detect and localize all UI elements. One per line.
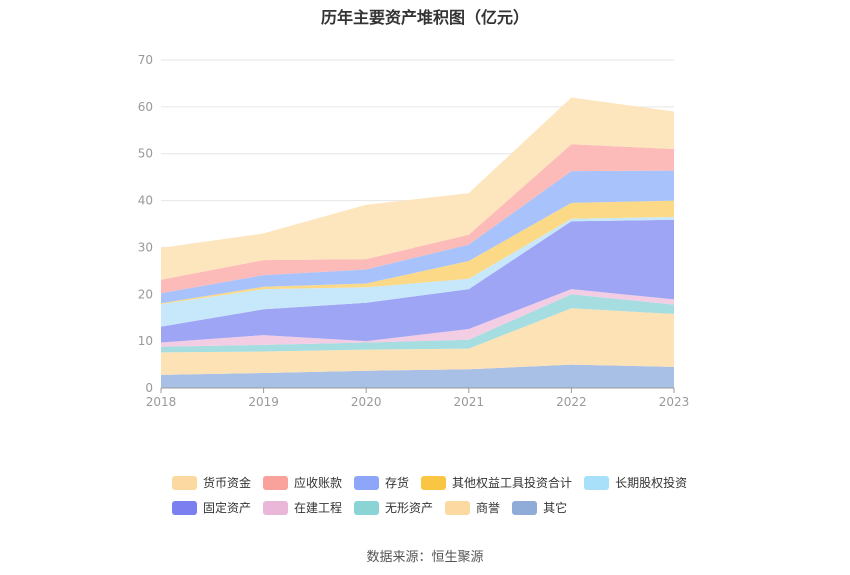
legend-item[interactable]: 长期股权投资 — [584, 474, 687, 491]
legend-item[interactable]: 在建工程 — [263, 499, 342, 516]
x-tick-label: 2022 — [556, 395, 587, 409]
legend-item[interactable]: 存货 — [354, 474, 409, 491]
legend-row: 固定资产 在建工程 无形资产 商誉 其它 — [172, 495, 712, 520]
area-series — [161, 144, 674, 294]
y-tick-label: 50 — [138, 147, 153, 161]
legend-label: 其它 — [543, 501, 568, 515]
legend-label: 商誉 — [476, 501, 501, 515]
legend-label: 其他权益工具投资合计 — [452, 476, 573, 490]
area-series — [161, 97, 674, 280]
x-tick-label: 2019 — [248, 395, 279, 409]
legend-swatch — [354, 500, 380, 515]
area-series — [161, 294, 674, 353]
legend-swatch — [172, 500, 197, 515]
y-tick-label: 70 — [138, 53, 153, 67]
area-series — [161, 200, 674, 305]
area-series — [161, 219, 674, 343]
area-series — [161, 364, 674, 388]
y-tick-label: 40 — [138, 194, 153, 208]
legend-label: 存货 — [385, 476, 410, 490]
legend-item[interactable]: 其它 — [512, 499, 567, 516]
y-tick-label: 60 — [138, 100, 153, 114]
legend-item[interactable]: 无形资产 — [354, 499, 433, 516]
legend-swatch — [263, 500, 289, 515]
area-series — [161, 289, 674, 347]
legend-label: 在建工程 — [294, 501, 343, 515]
legend-swatch — [354, 475, 380, 490]
legend-label: 货币资金 — [203, 476, 252, 490]
legend-swatch — [445, 500, 471, 515]
x-tick-label: 2020 — [351, 395, 382, 409]
stacked-area-chart: 0 10 20 30 40 50 60 70 2018 2019 2020 2021 2022 2023 — [138, 53, 690, 409]
legend-swatch — [421, 475, 447, 490]
area-series — [161, 308, 674, 375]
legend-label: 无形资产 — [385, 501, 434, 515]
y-tick-label: 10 — [138, 334, 153, 348]
area-series — [161, 170, 674, 304]
y-tick-label: 0 — [145, 381, 153, 395]
legend-label: 长期股权投资 — [615, 476, 688, 490]
legend-swatch — [512, 500, 538, 515]
area-series-layer — [161, 97, 674, 388]
area-series — [161, 217, 674, 327]
legend-item[interactable]: 应收账款 — [263, 474, 342, 491]
legend-item[interactable]: 固定资产 — [172, 499, 251, 516]
legend-swatch — [584, 475, 610, 490]
x-tick-label: 2021 — [454, 395, 485, 409]
legend-swatch — [172, 475, 197, 490]
y-tick-label: 20 — [138, 287, 153, 301]
x-tick-label: 2023 — [659, 395, 690, 409]
legend-item[interactable]: 其他权益工具投资合计 — [421, 474, 572, 491]
data-source: 数据来源：恒生聚源 — [366, 550, 484, 565]
legend-swatch — [263, 475, 289, 490]
chart-title: 历年主要资产堆积图（亿元） — [320, 8, 529, 27]
legend: 货币资金 应收账款 存货 其他权益工具投资合计 长期股权投资 固定资产 在建工程 无形资产 商… — [172, 470, 712, 520]
legend-item[interactable]: 商誉 — [445, 499, 500, 516]
legend-item[interactable]: 货币资金 — [172, 474, 251, 491]
legend-label: 固定资产 — [203, 501, 252, 515]
legend-label: 应收账款 — [294, 476, 343, 490]
legend-row: 货币资金 应收账款 存货 其他权益工具投资合计 长期股权投资 — [172, 470, 712, 495]
y-tick-label: 30 — [138, 240, 153, 254]
x-tick-label: 2018 — [146, 395, 177, 409]
axes: 0 10 20 30 40 50 60 70 2018 2019 2020 2021 2022 2023 — [138, 53, 690, 409]
